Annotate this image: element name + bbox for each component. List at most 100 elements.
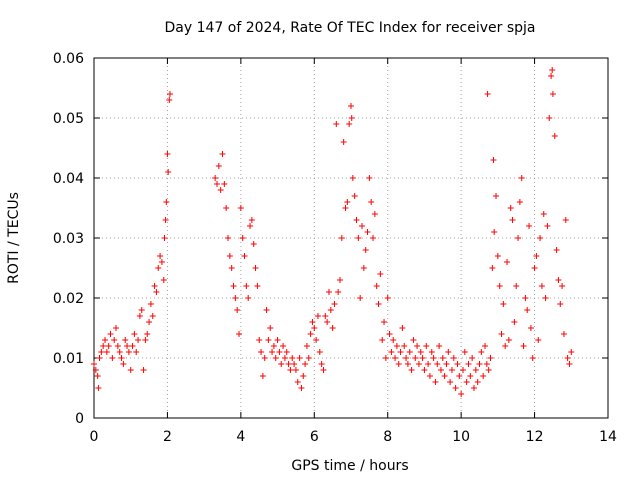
data-point: [325, 289, 332, 295]
data-point: [500, 301, 507, 307]
data-point: [377, 271, 384, 277]
data-point: [311, 325, 318, 331]
data-point: [359, 223, 366, 229]
data-point: [219, 151, 226, 157]
data-point: [474, 379, 481, 385]
data-point: [340, 139, 347, 145]
data-point: [241, 253, 248, 259]
data-point: [454, 361, 461, 367]
data-point: [243, 283, 250, 289]
data-point: [265, 337, 272, 343]
data-point: [467, 373, 474, 379]
data-point: [245, 295, 252, 301]
data-point: [342, 205, 349, 211]
data-point: [538, 283, 545, 289]
data-point: [230, 283, 237, 289]
x-tick-label: 0: [90, 429, 99, 445]
data-point: [344, 199, 351, 205]
data-point: [414, 343, 421, 349]
data-point: [382, 355, 389, 361]
data-point: [531, 265, 538, 271]
data-point: [289, 355, 296, 361]
data-point: [404, 361, 411, 367]
data-point: [426, 373, 433, 379]
data-point: [388, 349, 395, 355]
data-point: [375, 301, 382, 307]
data-point: [533, 253, 540, 259]
data-point: [412, 355, 419, 361]
data-point: [465, 361, 472, 367]
data-point: [529, 355, 536, 361]
data-point: [507, 205, 514, 211]
data-point: [305, 355, 312, 361]
data-point: [346, 121, 353, 127]
y-tick-label: 0.02: [53, 291, 84, 307]
data-point: [511, 319, 518, 325]
data-point: [324, 319, 331, 325]
axis-ticks: [93, 57, 609, 419]
data-point: [124, 343, 131, 349]
data-point: [379, 337, 386, 343]
data-point: [535, 337, 542, 343]
data-point: [259, 373, 266, 379]
data-point: [292, 367, 299, 373]
data-point: [247, 223, 254, 229]
data-point: [92, 367, 99, 373]
data-point: [327, 307, 334, 313]
data-point: [452, 385, 459, 391]
data-point: [163, 199, 170, 205]
data-point: [502, 343, 509, 349]
data-point: [280, 343, 287, 349]
data-point: [470, 385, 477, 391]
y-tick-label: 0.05: [53, 111, 84, 127]
x-tick-labels: 0 2 4 6 8 10 12 14: [90, 429, 617, 445]
data-point: [98, 349, 105, 355]
data-point: [362, 247, 369, 253]
data-point: [329, 325, 336, 331]
data-point: [250, 241, 257, 247]
data-point: [118, 355, 125, 361]
data-point: [287, 367, 294, 373]
data-point: [127, 367, 134, 373]
data-point: [122, 337, 129, 343]
data-point: [276, 349, 283, 355]
data-point: [278, 361, 285, 367]
data-point: [336, 277, 343, 283]
data-point: [423, 343, 430, 349]
data-point: [522, 295, 529, 301]
data-point: [164, 151, 171, 157]
data-point: [95, 385, 102, 391]
data-point: [401, 343, 408, 349]
data-point: [437, 367, 444, 373]
data-point: [537, 235, 544, 241]
data-point: [403, 355, 410, 361]
data-point: [296, 355, 303, 361]
data-point: [476, 361, 483, 367]
data-point: [456, 373, 463, 379]
data-point: [498, 331, 505, 337]
data-point: [313, 337, 320, 343]
data-point: [226, 253, 233, 259]
data-point: [428, 349, 435, 355]
data-point: [146, 319, 153, 325]
data-point: [443, 361, 450, 367]
data-point: [267, 325, 274, 331]
data-point: [520, 343, 527, 349]
data-points: [91, 67, 575, 397]
x-tick-label: 6: [310, 429, 319, 445]
x-tick-label: 12: [526, 429, 544, 445]
data-point: [236, 331, 243, 337]
data-point: [228, 265, 235, 271]
data-point: [314, 313, 321, 319]
data-point: [256, 337, 263, 343]
data-point: [504, 259, 511, 265]
data-point: [261, 355, 268, 361]
data-point: [248, 217, 255, 223]
data-point: [269, 349, 276, 355]
data-point: [459, 367, 466, 373]
data-point: [524, 307, 531, 313]
data-point: [397, 349, 404, 355]
data-point: [160, 277, 167, 283]
data-point: [544, 223, 551, 229]
data-point: [165, 169, 172, 175]
